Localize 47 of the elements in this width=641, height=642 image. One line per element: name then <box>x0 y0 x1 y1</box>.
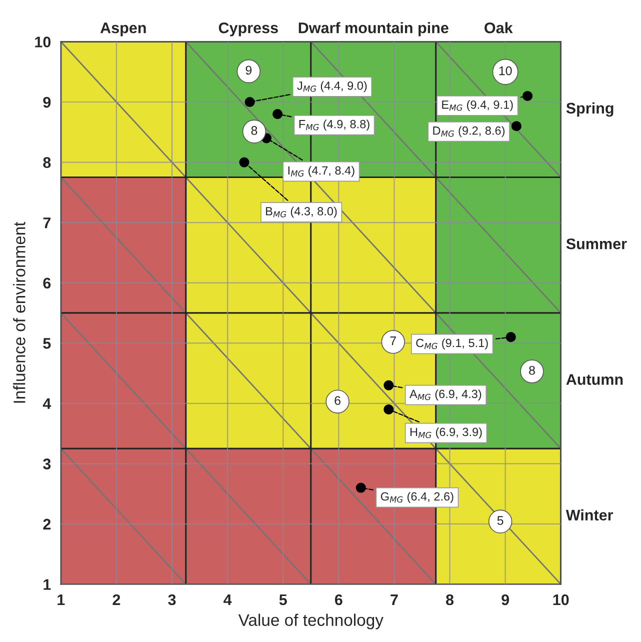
x-tick-label: 2 <box>112 594 120 606</box>
data-label: C$_{MG}$ (9.1, 5.1) <box>416 338 488 350</box>
y-tick-label: 5 <box>43 338 51 349</box>
annotation: 5 <box>497 516 504 525</box>
data-label: F$_{MG}$ (4.9, 8.8) <box>299 120 370 131</box>
data-label: B$_{MG}$ (4.3, 8.0) <box>266 206 337 218</box>
band-label: Summer <box>566 238 627 250</box>
annotation: 7 <box>390 336 396 346</box>
y-tick-label: 1 <box>44 579 51 590</box>
data-label: I$_{MG}$ (4.7, 8.4) <box>288 166 354 177</box>
y-tick-label: 10 <box>35 36 51 48</box>
band-label: Autumn <box>566 374 623 385</box>
data-label: E$_{MG}$ (9.4, 9.1) <box>442 100 513 112</box>
y-tick-label: 6 <box>43 278 51 289</box>
annotation: 10 <box>499 66 512 76</box>
annotation: 8 <box>251 126 258 135</box>
y-tick-label: 9 <box>43 96 51 108</box>
y-axis-title: Influence of environment <box>13 222 26 403</box>
x-tick-label: 8 <box>446 594 454 606</box>
x-tick-label: 4 <box>224 594 232 606</box>
band-label: Oak <box>484 22 513 34</box>
data-label: A$_{MG}$ (6.9, 4.3) <box>410 389 482 400</box>
x-tick-label: 10 <box>553 594 569 606</box>
x-tick-label: 1 <box>58 594 65 606</box>
y-tick-label: 3 <box>43 458 51 470</box>
x-tick-label: 7 <box>390 594 398 606</box>
y-tick-label: 2 <box>43 518 51 530</box>
annotation: 9 <box>246 66 252 75</box>
x-tick-label: 3 <box>168 594 176 606</box>
data-label: D$_{MG}$ (9.2, 8.6) <box>433 126 505 138</box>
band-label: Spring <box>566 102 614 117</box>
band-label: Aspen <box>100 22 146 36</box>
x-axis-title: Value of technology <box>238 614 384 630</box>
annotation: 8 <box>529 366 535 375</box>
annotation: 6 <box>334 396 340 405</box>
data-label: J$_{MG}$ (4.4, 9.0) <box>297 81 367 92</box>
data-label: G$_{MG}$ (6.4, 2.6) <box>380 492 454 503</box>
x-tick-label: 9 <box>502 594 510 606</box>
data-label: H$_{MG}$ (6.9, 3.9) <box>410 427 482 438</box>
y-tick-label: 4 <box>42 398 52 409</box>
band-label: Dwarf mountain pine <box>298 22 448 36</box>
y-tick-label: 8 <box>43 157 51 168</box>
y-tick-label: 7 <box>43 218 50 228</box>
band-label: Winter <box>566 509 614 521</box>
band-label: Cypress <box>218 22 278 36</box>
x-tick-label: 6 <box>334 594 342 606</box>
x-tick-label: 5 <box>279 594 287 606</box>
